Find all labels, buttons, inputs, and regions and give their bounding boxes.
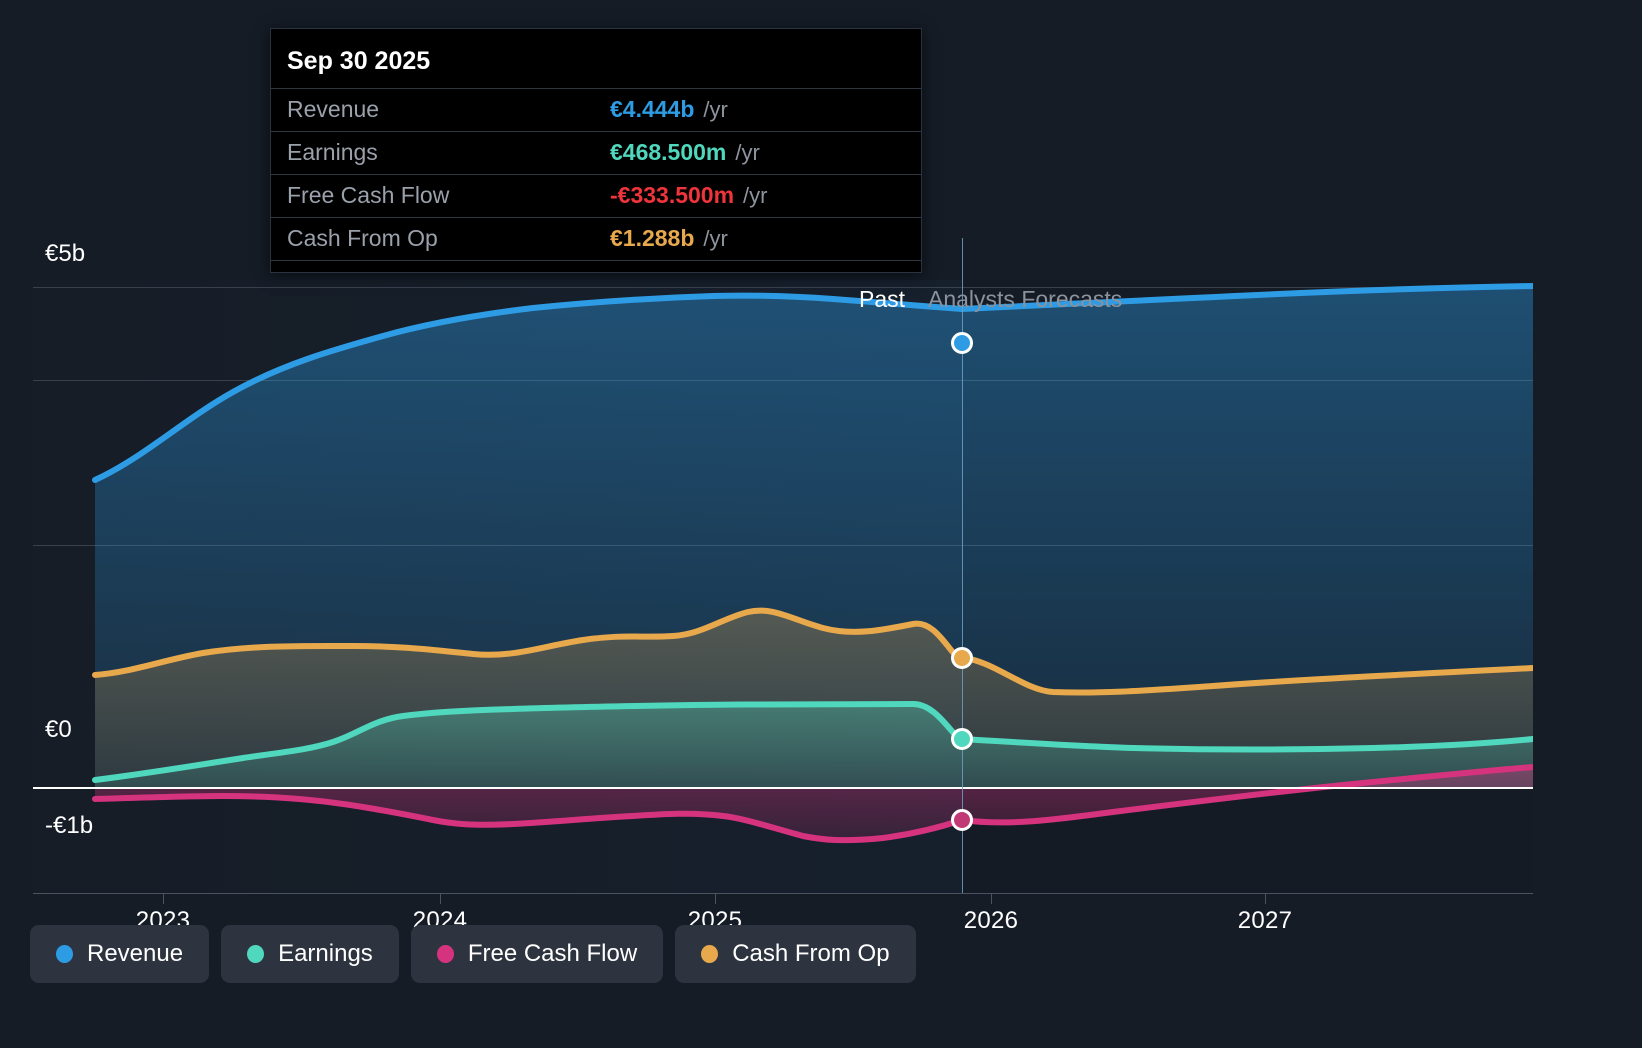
legend-item-cash-from-op[interactable]: Cash From Op <box>675 925 916 983</box>
y-axis-label-5b: €5b <box>45 240 86 267</box>
tooltip-row-revenue: Revenue €4.444b /yr <box>271 88 921 131</box>
chart-legend: Revenue Earnings Free Cash Flow Cash Fro… <box>30 925 916 983</box>
x-tick-2027 <box>1265 893 1266 904</box>
series-svg <box>92 283 1533 844</box>
marker-cash-from-op[interactable] <box>951 647 973 669</box>
tooltip-footer-rule <box>271 260 921 272</box>
tooltip-unit-revenue: /yr <box>703 97 728 122</box>
tooltip-label-earnings: Earnings <box>287 139 378 165</box>
tooltip-value-cash-from-op: €1.288b <box>610 225 695 251</box>
legend-item-free-cash-flow[interactable]: Free Cash Flow <box>410 925 664 983</box>
earnings-line <box>92 701 1533 783</box>
tooltip-value-earnings: €468.500m <box>610 139 727 165</box>
forecast-label: Analysts Forecasts <box>928 286 1123 312</box>
cash-from-op-line <box>92 607 1533 696</box>
tooltip-value-revenue: €4.444b <box>610 96 695 122</box>
revenue-line <box>92 283 1533 483</box>
cash-from-op-dot-icon <box>701 945 719 963</box>
free-cash-flow-line <box>92 764 1533 844</box>
x-axis-label-2026: 2026 <box>963 907 1019 934</box>
x-tick-2023 <box>163 893 164 904</box>
tooltip-unit-earnings: /yr <box>735 140 760 165</box>
marker-free-cash-flow[interactable] <box>951 809 973 831</box>
x-axis-line <box>33 893 1533 894</box>
chart-plot-area: Past Analysts Forecasts <box>33 238 1533 893</box>
legend-item-earnings[interactable]: Earnings <box>221 925 399 983</box>
legend-label-free-cash-flow: Free Cash Flow <box>467 940 638 967</box>
legend-label-revenue: Revenue <box>87 940 184 967</box>
x-tick-2025 <box>715 893 716 904</box>
tooltip-row-earnings: Earnings €468.500m /yr <box>271 131 921 174</box>
tooltip-row-cash-from-op: Cash From Op €1.288b /yr <box>271 217 921 260</box>
marker-revenue[interactable] <box>951 332 973 354</box>
zero-baseline <box>33 787 1533 789</box>
gridline-5b <box>33 287 1533 288</box>
revenue-dot-icon <box>56 945 73 963</box>
legend-label-earnings: Earnings <box>278 940 373 967</box>
x-axis-label-2027: 2027 <box>1237 907 1293 934</box>
tooltip-label-cash-from-op: Cash From Op <box>287 225 438 251</box>
marker-earnings[interactable] <box>951 728 973 750</box>
past-label: Past <box>859 286 906 312</box>
chart-tooltip: Sep 30 2025 Revenue €4.444b /yr Earnings… <box>270 28 922 273</box>
tooltip-label-revenue: Revenue <box>287 96 380 122</box>
past-forecast-divider <box>962 238 963 893</box>
free-cash-flow-dot-icon <box>436 945 454 963</box>
y-axis-label-0: €0 <box>45 716 72 743</box>
earnings-dot-icon <box>247 945 265 963</box>
tooltip-unit-cash-from-op: /yr <box>703 226 728 251</box>
legend-item-revenue[interactable]: Revenue <box>30 925 210 983</box>
x-tick-2024 <box>440 893 441 904</box>
legend-label-cash-from-op: Cash From Op <box>732 940 890 967</box>
tooltip-label-free-cash-flow: Free Cash Flow <box>287 182 450 208</box>
tooltip-row-free-cash-flow: Free Cash Flow -€333.500m /yr <box>271 174 921 217</box>
x-tick-2026 <box>991 893 992 904</box>
tooltip-title: Sep 30 2025 <box>287 47 431 75</box>
y-axis-label-neg-1b: -€1b <box>45 812 94 839</box>
earnings-area <box>95 704 1533 787</box>
tooltip-unit-free-cash-flow: /yr <box>743 183 768 208</box>
tooltip-value-free-cash-flow: -€333.500m <box>610 182 735 208</box>
